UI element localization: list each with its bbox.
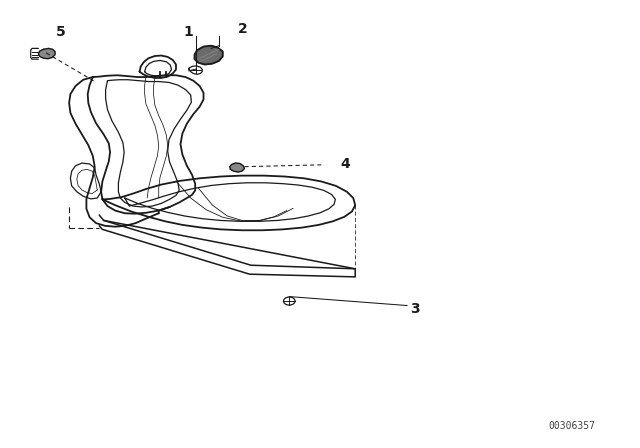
Text: 4: 4 — [340, 156, 351, 171]
Polygon shape — [230, 163, 244, 172]
Polygon shape — [38, 48, 55, 59]
Text: 2: 2 — [238, 22, 248, 36]
Text: 1: 1 — [184, 25, 194, 39]
Text: 3: 3 — [410, 302, 420, 316]
Text: 00306357: 00306357 — [548, 421, 595, 431]
Text: 5: 5 — [56, 25, 66, 39]
Polygon shape — [195, 46, 223, 65]
